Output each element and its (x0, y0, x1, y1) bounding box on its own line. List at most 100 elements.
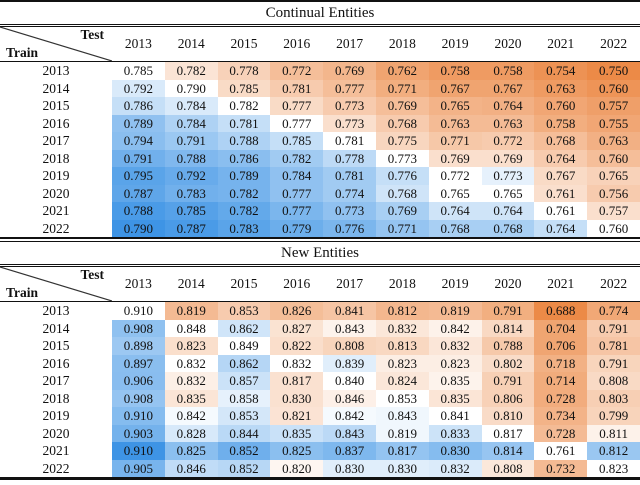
table-body: 2013 0.785 0.782 0.778 0.772 0.769 0.762 0.758 0… (0, 61, 640, 237)
cell-train2022-test2019: 0.832 (428, 459, 482, 477)
cell-train2018-test2015: 0.858 (217, 389, 271, 407)
cell-train2017-test2019: 0.835 (428, 372, 482, 390)
corner-train-label: Train (6, 285, 39, 300)
cell-train2022-test2022: 0.760 (587, 219, 640, 237)
cell-train2017-test2019: 0.771 (428, 132, 482, 150)
diagonal-divider-line (0, 267, 112, 301)
cell-train2019-test2016: 0.821 (270, 407, 324, 425)
col-header-2017: 2017 (336, 36, 364, 51)
cell-train2021-test2019: 0.830 (428, 442, 482, 460)
cell-train2021-test2020: 0.814 (481, 442, 535, 460)
cell-train2014-test2018: 0.832 (375, 319, 429, 337)
col-header-2019: 2019 (441, 36, 469, 51)
header-row: Test Train 2013 2014 2015 2016 2017 2018 2019 2… (0, 27, 640, 62)
cell-train2016-test2013: 0.897 (112, 354, 165, 372)
cell-train2014-test2015: 0.862 (217, 319, 271, 337)
heatmap-grid-new: Test Train 2013 2014 2015 2016 2017 2018 2019 2… (0, 267, 640, 477)
cell-train2020-test2022: 0.756 (587, 184, 640, 202)
cell-train2014-test2016: 0.827 (270, 319, 324, 337)
cell-train2016-test2015: 0.862 (217, 354, 271, 372)
table-bottom-rule-thick (0, 477, 640, 480)
table-row-2019: 2019 0.910 0.842 0.853 0.821 0.842 0.843 0.841 0… (0, 407, 640, 425)
cell-train2016-test2019: 0.823 (428, 354, 482, 372)
cell-train2021-test2016: 0.825 (270, 442, 324, 460)
table-row-2013: 2013 0.910 0.819 0.853 0.826 0.841 0.812 0.819 0… (0, 301, 640, 320)
cell-train2020-test2018: 0.768 (375, 184, 429, 202)
cell-train2013-test2019: 0.758 (428, 61, 482, 80)
col-header-2018: 2018 (388, 36, 416, 51)
cell-train2017-test2013: 0.906 (112, 372, 165, 390)
cell-train2017-test2022: 0.763 (587, 132, 640, 150)
cell-train2013-test2022: 0.774 (587, 301, 640, 320)
cell-train2020-test2022: 0.811 (587, 424, 640, 442)
cell-train2015-test2014: 0.784 (164, 97, 218, 115)
row-header-2014: 2014 (0, 79, 112, 97)
cell-train2013-test2018: 0.812 (375, 301, 429, 320)
cell-train2020-test2016: 0.835 (270, 424, 324, 442)
row-header-2020: 2020 (0, 424, 112, 442)
cell-train2015-test2014: 0.823 (164, 337, 218, 355)
cell-train2013-test2016: 0.772 (270, 61, 324, 80)
cell-train2022-test2018: 0.771 (375, 219, 429, 237)
table-row-2016: 2016 0.789 0.784 0.781 0.777 0.773 0.768 0.763 0… (0, 114, 640, 132)
cell-train2017-test2018: 0.824 (375, 372, 429, 390)
cell-train2018-test2022: 0.760 (587, 149, 640, 167)
cell-train2021-test2013: 0.788 (112, 202, 165, 220)
corner-header-cell: Test Train (0, 267, 112, 302)
col-header-2014: 2014 (177, 36, 205, 51)
cell-train2013-test2021: 0.754 (534, 61, 588, 80)
row-header-2018: 2018 (0, 389, 112, 407)
table-row-2015: 2015 0.898 0.823 0.849 0.822 0.808 0.813 0.832 0… (0, 337, 640, 355)
cell-train2013-test2014: 0.782 (164, 61, 218, 80)
cell-train2020-test2017: 0.843 (323, 424, 376, 442)
cell-train2015-test2021: 0.706 (534, 337, 588, 355)
cell-train2019-test2015: 0.853 (217, 407, 271, 425)
cell-train2022-test2013: 0.905 (112, 459, 165, 477)
cell-train2021-test2016: 0.777 (270, 202, 324, 220)
table-row-2018: 2018 0.908 0.835 0.858 0.830 0.846 0.853 0.835 0… (0, 389, 640, 407)
cell-train2019-test2019: 0.841 (428, 407, 482, 425)
cell-train2018-test2018: 0.853 (375, 389, 429, 407)
cell-train2016-test2015: 0.781 (217, 114, 271, 132)
cell-train2017-test2014: 0.791 (164, 132, 218, 150)
cell-train2021-test2017: 0.837 (323, 442, 376, 460)
cell-train2013-test2016: 0.826 (270, 301, 324, 320)
row-header-2017: 2017 (0, 132, 112, 150)
col-header-2016: 2016 (283, 36, 311, 51)
cell-train2019-test2022: 0.765 (587, 167, 640, 185)
cell-train2018-test2016: 0.830 (270, 389, 324, 407)
cell-train2014-test2022: 0.760 (587, 79, 640, 97)
cell-train2013-test2013: 0.910 (112, 301, 165, 320)
col-header-2013: 2013 (124, 276, 152, 291)
cell-train2021-test2014: 0.825 (164, 442, 218, 460)
col-header-2020: 2020 (494, 36, 522, 51)
cell-train2015-test2016: 0.777 (270, 97, 324, 115)
cell-train2016-test2017: 0.839 (323, 354, 376, 372)
cell-train2022-test2016: 0.820 (270, 459, 324, 477)
row-header-2021: 2021 (0, 442, 112, 460)
corner-train-label: Train (6, 45, 39, 60)
cell-train2017-test2015: 0.788 (217, 132, 271, 150)
table-row-2016: 2016 0.897 0.832 0.862 0.832 0.839 0.823 0.823 0… (0, 354, 640, 372)
cell-train2022-test2017: 0.830 (323, 459, 376, 477)
table-row-2015: 2015 0.786 0.784 0.782 0.777 0.773 0.769 0.765 0… (0, 97, 640, 115)
col-header-2022: 2022 (600, 276, 628, 291)
row-header-2013: 2013 (0, 301, 112, 320)
cell-train2014-test2015: 0.785 (217, 79, 271, 97)
cell-train2013-test2015: 0.778 (217, 61, 271, 80)
cell-train2022-test2020: 0.808 (481, 459, 535, 477)
cell-train2013-test2020: 0.791 (481, 301, 535, 320)
cell-train2018-test2020: 0.769 (481, 149, 535, 167)
cell-train2019-test2013: 0.910 (112, 407, 165, 425)
table-header: Test Train 2013 2014 2015 2016 2017 2018 2019 2… (0, 267, 640, 302)
cell-train2017-test2020: 0.772 (481, 132, 535, 150)
row-header-2017: 2017 (0, 372, 112, 390)
cell-train2020-test2018: 0.819 (375, 424, 429, 442)
cell-train2022-test2021: 0.764 (534, 219, 588, 237)
corner-test-label: Test (80, 27, 104, 42)
cell-train2016-test2022: 0.791 (587, 354, 640, 372)
cell-train2020-test2019: 0.833 (428, 424, 482, 442)
cell-train2019-test2015: 0.789 (217, 167, 271, 185)
cell-train2020-test2013: 0.787 (112, 184, 165, 202)
cell-train2020-test2021: 0.761 (534, 184, 588, 202)
